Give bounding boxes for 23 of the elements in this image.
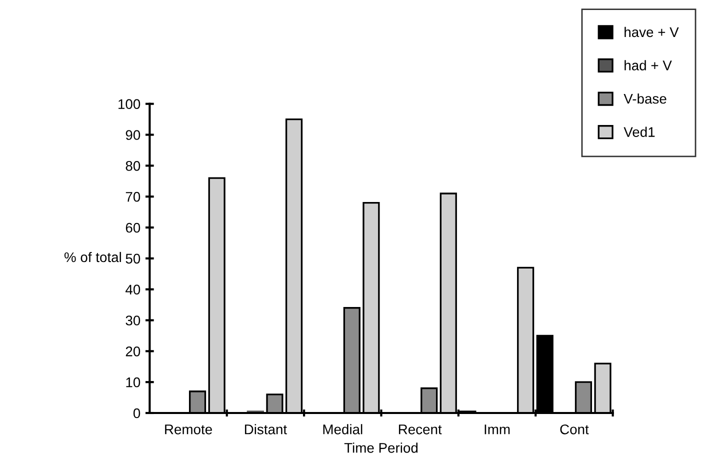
x-tick-label: Medial [323, 424, 362, 434]
y-axis-title: % of total [64, 252, 121, 262]
y-tick-label: 30 [126, 316, 140, 326]
x-axis-title: Time Period [344, 442, 418, 453]
x-tick-label: Cont [560, 424, 589, 434]
y-tick-label: 50 [126, 254, 140, 264]
y-tick-label: 90 [126, 130, 140, 140]
y-tick-label: 80 [126, 161, 140, 171]
x-tick-label: Distant [244, 424, 287, 434]
legend-label: Ved1 [624, 126, 655, 137]
legend-label: have + V [624, 26, 679, 38]
y-tick-label: 70 [126, 192, 140, 202]
y-tick-label: 60 [126, 222, 140, 233]
y-tick-label: 10 [126, 377, 140, 388]
y-tick-label: 40 [126, 284, 140, 295]
y-tick-label: 0 [133, 408, 140, 418]
x-tick-label: Recent [398, 424, 442, 434]
x-tick-label: Remote [165, 424, 212, 434]
y-tick-label: 20 [126, 346, 140, 356]
legend-label: had + V [624, 60, 672, 70]
x-tick-label: Imm [484, 424, 510, 434]
legend-label: V-base [624, 93, 666, 104]
y-tick-label: 100 [118, 99, 140, 110]
